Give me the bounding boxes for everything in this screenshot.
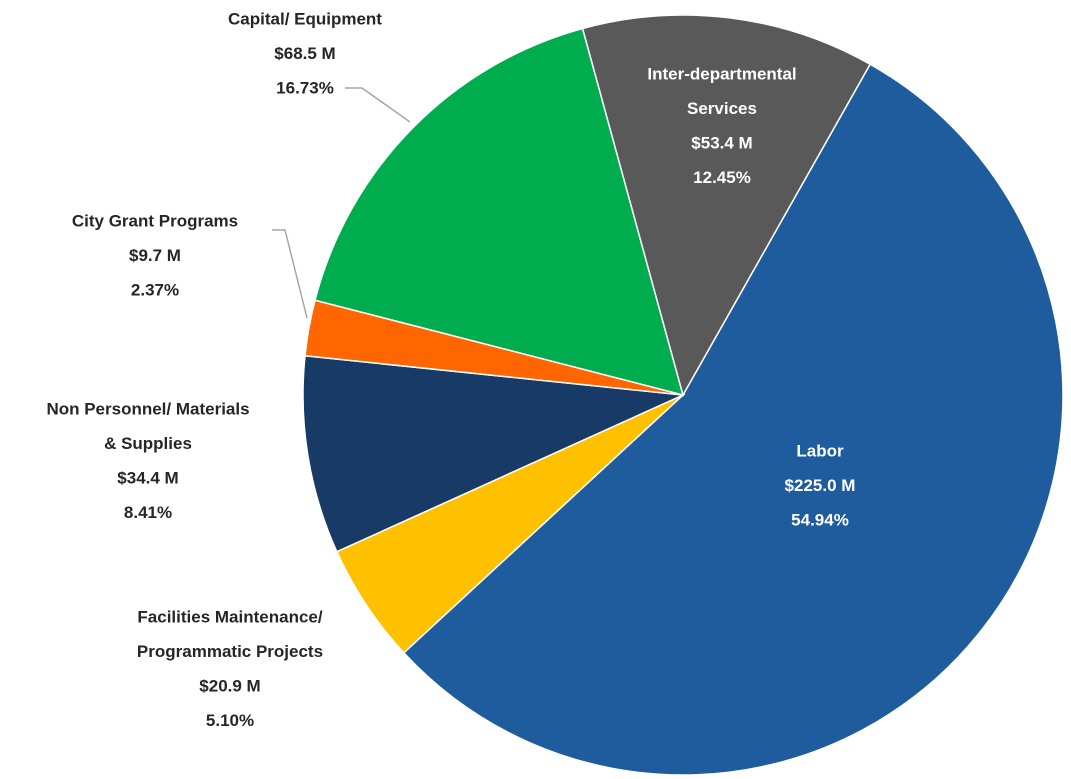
amount-label: $225.0 M — [785, 476, 856, 495]
pie-slice — [402, 63, 1064, 776]
percent-label: 5.10% — [206, 711, 254, 730]
amount-label: $34.4 M — [117, 468, 178, 487]
amount-label: $53.4 M — [691, 133, 752, 152]
percent-label: 54.94% — [791, 510, 849, 529]
slice-label: Services — [687, 99, 757, 118]
amount-label: $20.9 M — [199, 676, 260, 695]
percent-label: 8.41% — [124, 503, 172, 522]
slice-label: City Grant Programs — [72, 211, 238, 230]
percent-label: 2.37% — [131, 280, 179, 299]
slice-label: Non Personnel/ Materials — [46, 399, 249, 418]
pie-slice — [302, 354, 686, 553]
amount-label: $9.7 M — [129, 246, 181, 265]
percent-label: 12.45% — [693, 168, 751, 187]
leader-line — [345, 87, 411, 123]
leader-line — [272, 229, 308, 319]
pie-slice — [314, 27, 685, 397]
amount-label: $68.5 M — [274, 44, 335, 63]
slice-label: Inter-departmental — [647, 64, 796, 83]
slice-label: & Supplies — [104, 434, 192, 453]
slice-label: Programmatic Projects — [137, 642, 323, 661]
slice-label: Capital/ Equipment — [228, 9, 382, 28]
slice-label: Labor — [796, 441, 844, 460]
percent-label: 16.73% — [276, 78, 334, 97]
slice-label: Facilities Maintenance/ — [137, 607, 322, 626]
pie-slice — [581, 14, 872, 397]
